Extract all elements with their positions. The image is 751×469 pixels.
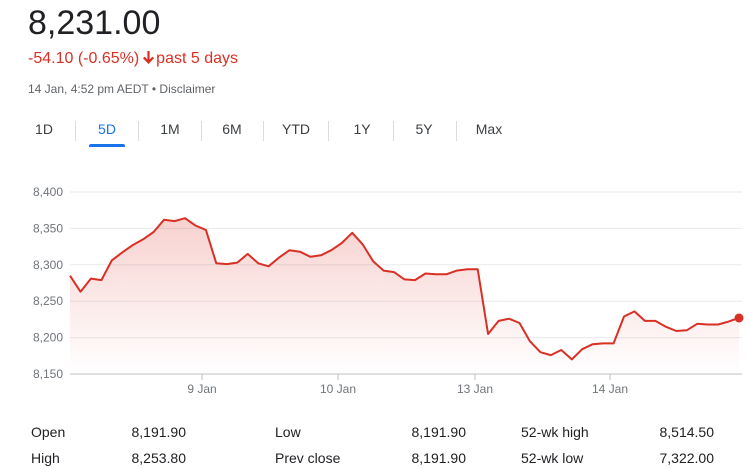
x-tick-label: 10 Jan [320, 382, 356, 395]
stat-label-open: Open [31, 424, 66, 440]
last-price-point [734, 313, 744, 323]
price-area-fill [70, 218, 739, 374]
price-change: -54.10 (-0.65%) [28, 50, 140, 67]
y-tick-label: 8,250 [33, 294, 63, 308]
x-axis: 9 Jan 10 Jan 13 Jan 14 Jan [187, 374, 628, 395]
current-price: 8,231.00 [28, 4, 161, 42]
tab-divider [75, 121, 76, 141]
tab-divider [201, 121, 202, 141]
tab-1m[interactable]: 1M [160, 121, 180, 137]
tab-6m[interactable]: 6M [222, 121, 242, 137]
stat-value-high: 8,253.80 [131, 450, 187, 466]
arrow-down-icon [143, 49, 155, 69]
stat-label-low: Low [275, 424, 301, 440]
stat-value-open: 8,191.90 [131, 424, 187, 440]
tab-5y[interactable]: 5Y [415, 121, 433, 137]
stat-value-prev-close: 8,191.90 [411, 450, 467, 466]
stat-value-low: 8,191.90 [411, 424, 467, 440]
timestamp-row: 14 Jan, 4:52 pm AEDT • Disclaimer [28, 82, 215, 96]
range-tabs: 1D 5D 1M 6M YTD 1Y 5Y Max [0, 112, 751, 150]
tab-divider [263, 121, 264, 141]
x-tick-label: 13 Jan [457, 382, 493, 395]
stat-label-52wk-low: 52-wk low [521, 450, 584, 466]
stat-label-prev-close: Prev close [275, 450, 341, 466]
timestamp: 14 Jan, 4:52 pm AEDT [28, 82, 149, 96]
tab-divider [138, 121, 139, 141]
price-line [69, 217, 740, 361]
stat-label-high: High [31, 450, 60, 466]
stat-value-52wk-high: 8,514.50 [659, 424, 715, 440]
stat-value-52wk-low: 7,322.00 [659, 450, 715, 466]
price-change-row: -54.10 (-0.65%) past 5 days [28, 49, 238, 69]
tab-ytd[interactable]: YTD [282, 121, 310, 137]
price-chart[interactable]: 8,400 8,350 8,300 8,250 8,200 8,150 9 Jan 10 J… [0, 175, 751, 395]
change-period: past 5 days [156, 50, 238, 67]
stat-label-52wk-high: 52-wk high [521, 424, 589, 440]
tab-divider [456, 121, 457, 141]
y-tick-label: 8,300 [33, 258, 63, 272]
separator-dot: • [151, 82, 157, 96]
tab-1y[interactable]: 1Y [353, 121, 371, 137]
y-tick-label: 8,150 [33, 367, 63, 381]
disclaimer-link[interactable]: Disclaimer [159, 82, 216, 96]
tab-1d[interactable]: 1D [35, 121, 53, 137]
stats-table: Open 8,191.90 High 8,253.80 Low 8,191.90… [0, 419, 751, 469]
x-tick-label: 14 Jan [592, 382, 628, 395]
tab-max[interactable]: Max [475, 121, 503, 137]
y-tick-label: 8,200 [33, 331, 63, 345]
tab-divider [328, 121, 329, 141]
y-tick-label: 8,350 [33, 221, 63, 235]
y-tick-label: 8,400 [33, 185, 63, 199]
tab-divider [393, 121, 394, 141]
x-tick-label: 9 Jan [187, 382, 216, 395]
tab-5d[interactable]: 5D [85, 112, 129, 150]
y-axis: 8,400 8,350 8,300 8,250 8,200 8,150 [33, 185, 63, 381]
